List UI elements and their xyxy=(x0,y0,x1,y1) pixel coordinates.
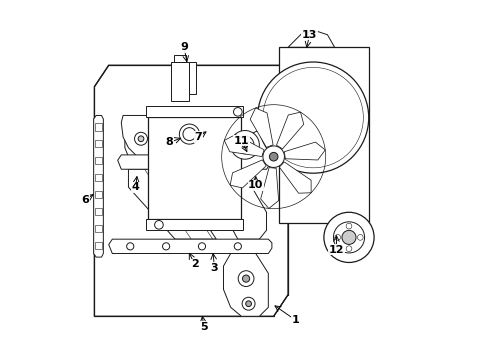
Polygon shape xyxy=(284,142,325,160)
Circle shape xyxy=(333,222,365,253)
Circle shape xyxy=(335,234,341,240)
Bar xyxy=(95,225,102,232)
Circle shape xyxy=(138,136,144,141)
Bar xyxy=(147,107,243,117)
Text: 4: 4 xyxy=(132,182,140,192)
Polygon shape xyxy=(261,168,279,208)
Text: 2: 2 xyxy=(191,259,198,269)
Circle shape xyxy=(258,62,368,173)
Polygon shape xyxy=(230,160,266,188)
Text: 8: 8 xyxy=(166,138,173,147)
Polygon shape xyxy=(202,169,267,239)
Polygon shape xyxy=(95,65,288,316)
Bar xyxy=(95,157,102,164)
Circle shape xyxy=(135,132,147,145)
Bar xyxy=(95,191,102,198)
Circle shape xyxy=(245,301,251,307)
Circle shape xyxy=(243,275,250,282)
Circle shape xyxy=(198,243,205,250)
Polygon shape xyxy=(279,162,311,193)
Bar xyxy=(95,140,102,147)
Circle shape xyxy=(236,136,254,154)
Text: 6: 6 xyxy=(81,195,89,205)
Text: 13: 13 xyxy=(302,30,317,40)
Text: 3: 3 xyxy=(211,263,219,273)
Circle shape xyxy=(163,243,170,250)
Text: 1: 1 xyxy=(292,315,299,325)
Bar xyxy=(148,117,242,220)
Bar xyxy=(279,47,368,223)
Polygon shape xyxy=(109,239,272,253)
Circle shape xyxy=(342,230,356,244)
Circle shape xyxy=(183,128,196,140)
Circle shape xyxy=(242,297,255,310)
Circle shape xyxy=(346,223,352,229)
Polygon shape xyxy=(189,62,196,94)
Circle shape xyxy=(346,246,352,252)
Circle shape xyxy=(270,152,278,161)
Circle shape xyxy=(263,146,285,167)
Circle shape xyxy=(155,221,163,229)
Polygon shape xyxy=(128,169,216,239)
Circle shape xyxy=(242,142,248,148)
Circle shape xyxy=(357,234,363,240)
Bar xyxy=(95,174,102,181)
Text: 12: 12 xyxy=(329,245,344,255)
Circle shape xyxy=(179,124,199,144)
Bar xyxy=(95,242,102,249)
Polygon shape xyxy=(223,253,269,316)
Text: 11: 11 xyxy=(234,136,249,145)
Circle shape xyxy=(231,131,259,159)
Bar xyxy=(172,62,189,101)
Circle shape xyxy=(234,243,242,250)
Polygon shape xyxy=(250,108,273,147)
Polygon shape xyxy=(118,155,270,169)
Polygon shape xyxy=(276,112,304,149)
Text: 5: 5 xyxy=(200,322,208,332)
Bar xyxy=(147,220,243,230)
Bar xyxy=(174,55,186,62)
Polygon shape xyxy=(236,130,270,158)
Circle shape xyxy=(234,108,242,116)
Bar xyxy=(95,123,102,131)
Text: 10: 10 xyxy=(248,180,264,190)
Text: 7: 7 xyxy=(195,132,202,142)
Polygon shape xyxy=(224,135,264,157)
Text: 9: 9 xyxy=(180,42,188,52)
Polygon shape xyxy=(122,116,177,164)
Bar xyxy=(95,208,102,215)
Circle shape xyxy=(126,243,134,250)
Circle shape xyxy=(238,271,254,287)
Circle shape xyxy=(324,212,374,262)
Polygon shape xyxy=(125,121,157,160)
Polygon shape xyxy=(94,116,103,257)
